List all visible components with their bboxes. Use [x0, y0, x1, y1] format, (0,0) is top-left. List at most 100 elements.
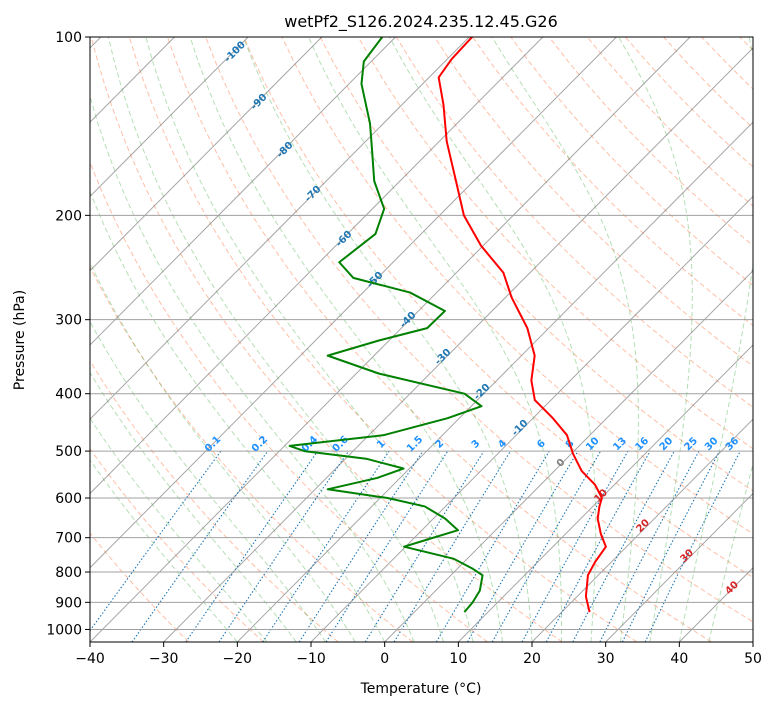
mixing-ratio-label: 13 [611, 435, 629, 453]
y-axis-label: Pressure (hPa) [12, 290, 28, 390]
isotherm [90, 37, 470, 420]
moist-adiabat-label: 0 [555, 457, 568, 470]
isotherm [90, 37, 396, 346]
isotherm-label: -90 [249, 92, 270, 113]
mixing-ratio-line [644, 450, 741, 642]
moist-adiabat [90, 417, 268, 642]
mixing-ratio-label: 6 [535, 438, 548, 451]
dewpoint-profile-line [288, 37, 484, 613]
profile-layer [288, 37, 607, 613]
isotherm [384, 269, 753, 642]
x-tick-label: 50 [744, 651, 762, 667]
isotherm [90, 37, 617, 569]
y-tick-label: 800 [55, 565, 82, 581]
plot-frame [89, 36, 754, 643]
temperature-profile-line [437, 37, 607, 613]
dry-adiabat [281, 37, 753, 535]
mixing-ratio-line [262, 450, 390, 642]
y-tick-label: 600 [55, 491, 82, 507]
isotherm [236, 121, 753, 642]
moist-adiabat [708, 462, 753, 642]
x-tick-label: −40 [75, 651, 105, 667]
mixing-ratio-label: 30 [703, 435, 721, 453]
mixing-ratio-line [393, 450, 511, 642]
dry-adiabat [128, 37, 638, 642]
mixing-ratio-line [599, 450, 700, 642]
y-axis: 1000 900 800 700 600 500 400 300 200 100 [46, 30, 90, 638]
x-tick-label: 30 [597, 651, 615, 667]
moist-adiabat [90, 261, 356, 642]
dry-adiabat [167, 37, 712, 642]
dry-adiabat [357, 37, 753, 450]
dry-adiabat [205, 37, 753, 623]
moist-adiabat [145, 37, 474, 642]
grid-layer [90, 37, 753, 642]
moist-adiabat [189, 37, 504, 642]
y-tick-label: 900 [55, 595, 82, 611]
moist-adiabat [90, 320, 327, 642]
moist-adiabat [618, 37, 693, 642]
mixing-ratio-line [491, 450, 602, 642]
dry-adiabat [90, 265, 414, 642]
dry-adiabat [701, 37, 753, 90]
x-tick-label: 0 [380, 651, 389, 667]
x-tick-label: −30 [149, 651, 179, 667]
mixing-ratio-label: 3 [470, 438, 483, 451]
isotherm [678, 567, 753, 642]
isotherm-label: -100 [222, 39, 248, 65]
x-tick-label: 10 [449, 651, 467, 667]
isotherm-label: -30 [433, 347, 454, 368]
isotherm [605, 492, 753, 642]
dry-adiabat [90, 532, 190, 642]
mixing-ratio-line [545, 450, 651, 642]
isotherm-label: -10 [510, 418, 531, 439]
moist-adiabat [491, 37, 639, 642]
isotherm-label: -40 [398, 310, 419, 331]
moist-adiabat [389, 37, 597, 642]
moist-adiabat [90, 94, 415, 642]
dry-adiabat [434, 37, 753, 367]
x-tick-label: −20 [223, 651, 253, 667]
mixing-ratio-line [218, 450, 350, 642]
isotherm [90, 37, 249, 198]
y-tick-label: 400 [55, 387, 82, 403]
y-tick-label: 700 [55, 531, 82, 547]
dry-adiabat [319, 37, 753, 492]
mixing-ratio-line [572, 450, 675, 642]
dry-adiabat [90, 447, 264, 642]
x-tick-label: −10 [296, 651, 326, 667]
moist-adiabat [678, 37, 753, 642]
dry-adiabat [90, 160, 488, 642]
moist-adiabat [307, 37, 563, 642]
moist-adiabat [90, 459, 238, 642]
mixing-ratio-line [621, 450, 720, 642]
isotherm [90, 37, 544, 495]
isotherm-label: -80 [275, 140, 296, 161]
y-tick-label: 1000 [46, 622, 82, 638]
label-layer: -100-90-80-70-60-50-40-30-20-100.1 0.2 0.4… [203, 39, 741, 597]
mixing-ratio-line [131, 450, 269, 642]
isotherm [531, 418, 753, 642]
mixing-ratio-line [298, 450, 424, 642]
y-tick-label: 200 [55, 208, 82, 224]
dry-adiabat [663, 37, 753, 129]
dry-adiabat [510, 37, 753, 286]
x-axis-label: Temperature (°C) [360, 681, 482, 697]
isotherm [752, 641, 753, 642]
dry-adiabat [739, 37, 753, 51]
isotherm [90, 37, 691, 642]
mixing-ratio-label: 1 [375, 438, 388, 451]
isotherm [163, 47, 753, 642]
moist-adiabat [242, 37, 533, 642]
y-tick-label: 300 [55, 313, 82, 329]
dry-adiabat [90, 37, 563, 642]
moist-adiabat [107, 37, 445, 642]
mixing-ratio-label: 25 [682, 435, 700, 453]
mixing-ratio-label: 2 [434, 438, 447, 451]
y-tick-label: 500 [55, 444, 82, 460]
mixing-ratio-line [364, 450, 485, 642]
moist-adiabat-label: 30 [678, 547, 696, 565]
mixing-ratio-line [521, 450, 629, 642]
y-tick-label: 100 [55, 30, 82, 46]
